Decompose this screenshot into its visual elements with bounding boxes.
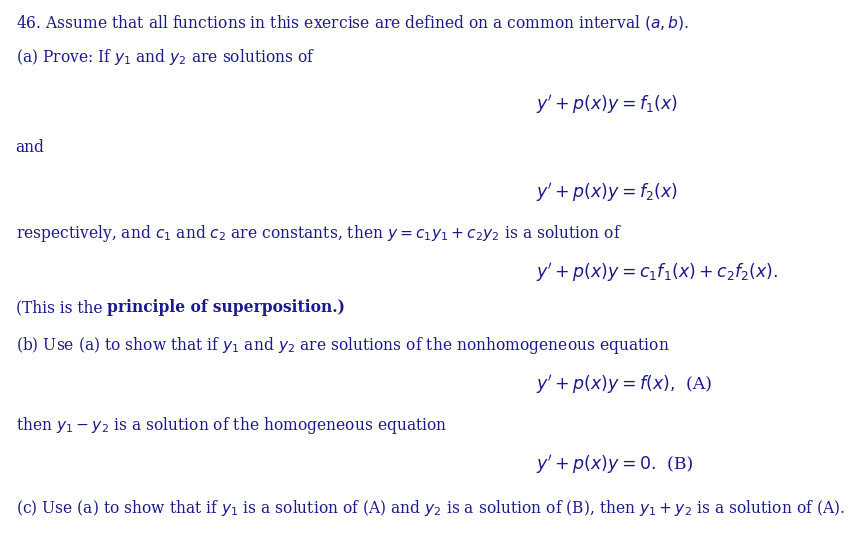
Text: principle of superposition.): principle of superposition.)	[107, 300, 345, 317]
Text: $y^{\prime} + p(x)y = f_2(x)$: $y^{\prime} + p(x)y = f_2(x)$	[536, 181, 677, 204]
Text: (This is the: (This is the	[16, 300, 107, 317]
Text: 46. Assume that all functions in this exercise are defined on a common interval : 46. Assume that all functions in this ex…	[16, 12, 689, 32]
Text: and: and	[16, 140, 44, 157]
Text: (a) Prove: If $y_1$ and $y_2$ are solutions of: (a) Prove: If $y_1$ and $y_2$ are soluti…	[16, 47, 315, 67]
Text: then $y_1 - y_2$ is a solution of the homogeneous equation: then $y_1 - y_2$ is a solution of the ho…	[16, 415, 447, 435]
Text: $y^{\prime} + p(x)y = f_1(x)$: $y^{\prime} + p(x)y = f_1(x)$	[536, 94, 677, 117]
Text: (A): (A)	[675, 377, 712, 394]
Text: $y^{\prime} + p(x)y = f(x),$: $y^{\prime} + p(x)y = f(x),$	[536, 373, 675, 396]
Text: (B): (B)	[656, 456, 693, 473]
Text: respectively, and $c_1$ and $c_2$ are constants, then $y = c_1y_1 + c_2y_2$ is a: respectively, and $c_1$ and $c_2$ are co…	[16, 223, 621, 243]
Text: $y^{\prime} + p(x)y = c_1 f_1(x) + c_2 f_2(x).$: $y^{\prime} + p(x)y = c_1 f_1(x) + c_2 f…	[536, 261, 778, 284]
Text: (c) Use (a) to show that if $y_1$ is a solution of (A) and $y_2$ is a solution o: (c) Use (a) to show that if $y_1$ is a s…	[16, 498, 844, 518]
Text: $y^{\prime} + p(x)y = 0.$: $y^{\prime} + p(x)y = 0.$	[536, 454, 656, 477]
Text: (b) Use (a) to show that if $y_1$ and $y_2$ are solutions of the nonhomogeneous : (b) Use (a) to show that if $y_1$ and $y…	[16, 334, 669, 355]
